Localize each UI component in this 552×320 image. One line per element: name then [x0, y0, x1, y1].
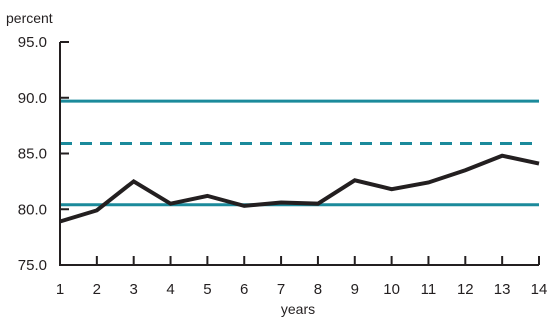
x-axis-label: years — [281, 301, 315, 317]
x-tick-label-2: 2 — [93, 281, 101, 298]
x-tick-label-4: 4 — [166, 281, 174, 298]
y-tick-label-85.0: 85.0 — [18, 146, 47, 163]
x-tick-label-5: 5 — [203, 281, 211, 298]
x-tick-label-13: 13 — [494, 281, 511, 298]
x-tick-label-6: 6 — [240, 281, 248, 298]
reference-lines — [60, 99, 539, 207]
x-tick-label-11: 11 — [421, 281, 437, 298]
y-tick-label-75.0: 75.0 — [18, 257, 47, 274]
series-group — [59, 153, 540, 224]
x-tick-label-1: 1 — [56, 281, 64, 298]
axes: 75.080.085.090.095.01 2 3 4 5 6 7 8 9 10 11 12 13 14 — [18, 34, 548, 298]
x-tick-label-3: 3 — [130, 281, 138, 298]
x-tick-label-10: 10 — [383, 281, 400, 298]
x-tick-label-8: 8 — [314, 281, 322, 298]
x-tick-label-12: 12 — [457, 281, 474, 298]
y-tick-label-80.0: 80.0 — [18, 201, 47, 218]
y-tick-label-90.0: 90.0 — [18, 90, 47, 107]
x-tick-label-14: 14 — [531, 281, 548, 298]
y-tick-label-95.0: 95.0 — [18, 34, 47, 51]
series-line-1 — [59, 153, 540, 224]
x-tick-label-9: 9 — [351, 281, 359, 298]
y-axis-label: percent — [6, 10, 53, 26]
x-tick-label-7: 7 — [277, 281, 285, 298]
